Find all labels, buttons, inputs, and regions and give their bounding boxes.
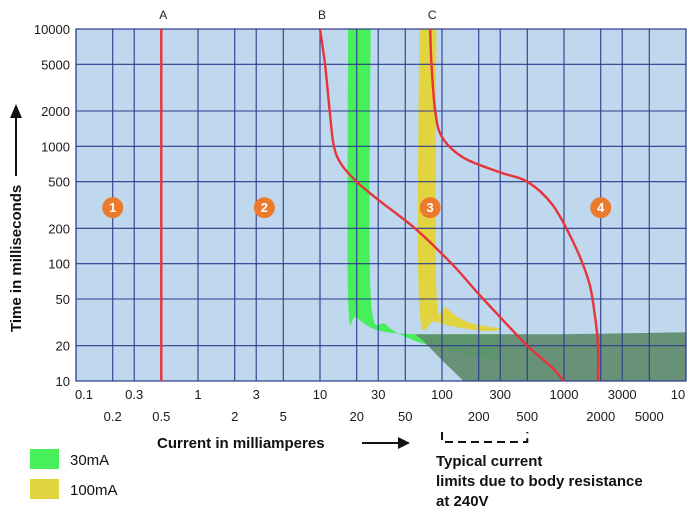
x-tick-label: 30: [371, 387, 385, 402]
x-tick-label: 10: [671, 387, 685, 402]
x-tick-label: 1: [194, 387, 201, 402]
curve-label-a: A: [159, 8, 167, 22]
annotation-bracket: [441, 432, 529, 443]
band-30ma: [347, 29, 501, 361]
x-axis-title: Current in milliamperes: [157, 435, 325, 452]
legend-swatch-30ma: [30, 449, 59, 469]
y-tick-label: 20: [56, 339, 70, 354]
zone-number-1: 1: [109, 200, 116, 215]
body-resistance-annotation: Typical current limits due to body resis…: [436, 432, 643, 510]
x-tick-label: 1000: [550, 387, 579, 402]
zone-badge-4: [590, 197, 612, 219]
y-tick-label: 500: [48, 175, 70, 190]
zones-layer: 1 2 3 4: [102, 197, 612, 219]
x-tick-label: 10: [313, 387, 327, 402]
x-tick-label: 200: [468, 409, 490, 424]
x-tick-label: 5: [280, 409, 287, 424]
x-tick-label: 0.2: [104, 409, 122, 424]
y-tick-label: 10: [56, 374, 70, 389]
ticks-layer: 10000 5000 2000 1000 500 200 100 50 20 10 0.1 0.3 1 3…: [34, 22, 685, 424]
labels-layer: A B C: [159, 8, 437, 22]
x-tick-label: 500: [516, 409, 538, 424]
y-tick-label: 1000: [41, 139, 70, 154]
zone-number-2: 2: [261, 200, 268, 215]
y-tick-label: 100: [48, 257, 70, 272]
x-tick-label: 0.1: [75, 387, 93, 402]
zone-badge-3: [419, 197, 441, 219]
x-tick-label: 100: [431, 387, 453, 402]
curves-layer: [160, 28, 600, 382]
legend-swatch-100ma: [30, 479, 59, 499]
bands-layer: [347, 29, 686, 381]
y-tick-label: 5000: [41, 57, 70, 72]
y-tick-label: 50: [56, 292, 70, 307]
curve-label-c: C: [428, 8, 437, 22]
x-tick-label: 5000: [635, 409, 664, 424]
x-axis-arrow-icon: [362, 437, 410, 449]
annotation-line-3: at 240V: [436, 493, 489, 510]
legend-label-100ma: 100mA: [70, 482, 118, 499]
x-tick-label: 0.3: [125, 387, 143, 402]
band-100ma: [417, 29, 501, 332]
y-tick-label: 10000: [34, 22, 70, 37]
zone-badge-1: [102, 197, 124, 219]
plot-area: [76, 29, 686, 381]
x-tick-label: 3000: [608, 387, 637, 402]
x-arrow-head: [398, 437, 410, 449]
band-overlap-region: [414, 332, 686, 381]
x-tick-label: 0.5: [152, 409, 170, 424]
x-tick-label: 2: [231, 409, 238, 424]
zone-badge-2: [253, 197, 275, 219]
y-tick-label: 2000: [41, 104, 70, 119]
x-tick-label: 3: [253, 387, 260, 402]
curve-label-b: B: [318, 8, 326, 22]
annotation-line-2: limits due to body resistance: [436, 473, 643, 490]
x-tick-label: 50: [398, 409, 412, 424]
zone-number-4: 4: [597, 200, 605, 215]
legend-label-30ma: 30mA: [70, 452, 109, 469]
curve-c: [429, 28, 600, 382]
curve-b: [318, 28, 565, 382]
y-axis-arrow-icon: [10, 104, 22, 176]
y-arrow-head: [10, 104, 22, 118]
x-tick-label: 300: [489, 387, 511, 402]
annotation-line-1: Typical current: [436, 453, 542, 470]
y-tick-label: 200: [48, 221, 70, 236]
zone-number-3: 3: [427, 200, 434, 215]
plot-border: [75, 28, 687, 382]
x-tick-label: 2000: [586, 409, 615, 424]
legend: 30mA 100mA: [30, 449, 118, 499]
y-axis-title: Time in milliseconds: [8, 185, 25, 332]
x-tick-label: 20: [349, 409, 363, 424]
